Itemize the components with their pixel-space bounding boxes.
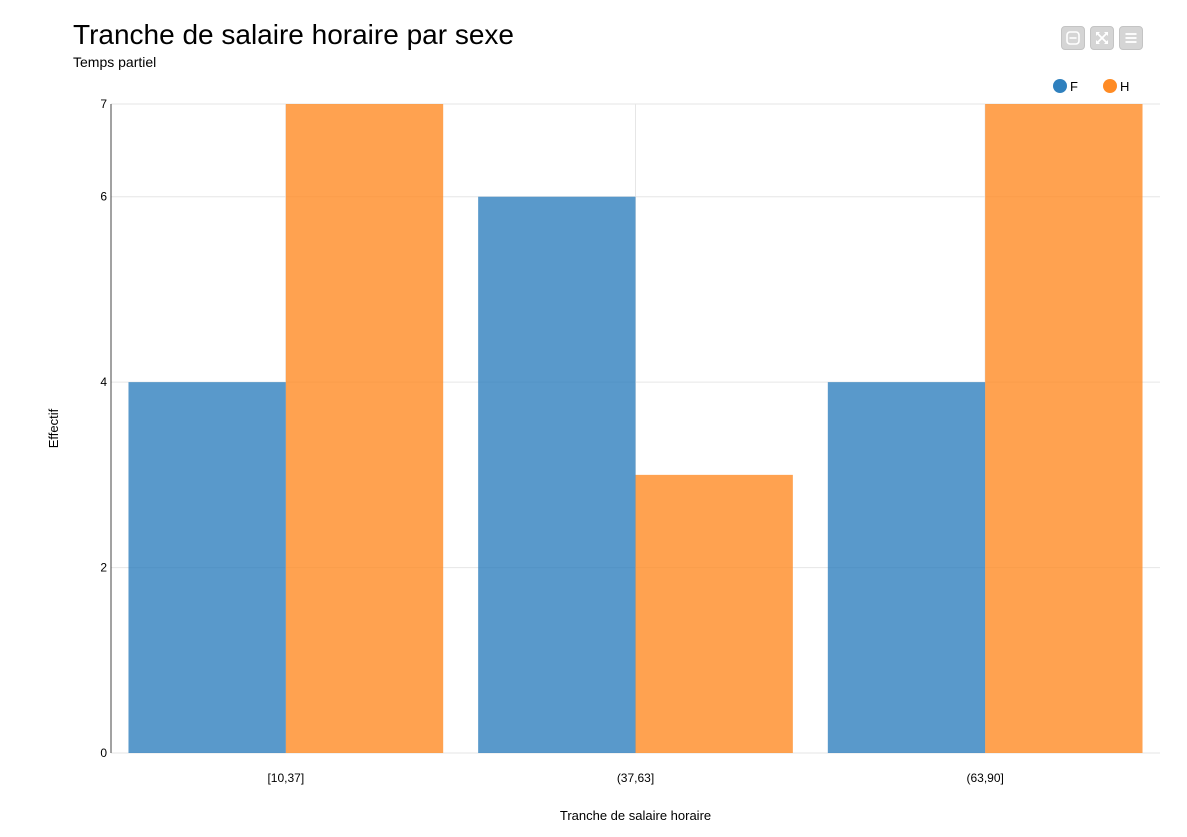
legend-label-f: F: [1070, 79, 1078, 94]
y-tick-label: 7: [100, 97, 107, 111]
y-tick-label: 6: [100, 190, 107, 204]
collapse-icon: [1066, 31, 1080, 45]
bar-f: [128, 382, 286, 753]
chart-title: Tranche de salaire horaire par sexe: [73, 19, 514, 50]
menu-icon: [1125, 33, 1137, 43]
x-tick-label: [10,37]: [267, 771, 304, 785]
bar-h: [285, 104, 444, 753]
bar-h: [635, 474, 793, 753]
chart-subtitle: Temps partiel: [73, 54, 157, 70]
fullscreen-button[interactable]: [1090, 26, 1114, 50]
y-axis-title: Effectif: [46, 408, 61, 448]
bar-f: [478, 196, 636, 753]
collapse-button[interactable]: [1061, 26, 1085, 50]
legend-marker-h: [1103, 79, 1117, 93]
y-tick-label: 2: [100, 561, 107, 575]
menu-button[interactable]: [1119, 26, 1143, 50]
y-tick-label: 0: [100, 746, 107, 760]
legend-marker-f: [1053, 79, 1067, 93]
legend-label-h: H: [1120, 79, 1129, 94]
bar-h: [985, 104, 1143, 753]
x-tick-label: (63,90]: [966, 771, 1003, 785]
x-axis-title: Tranche de salaire horaire: [560, 808, 711, 823]
chart-toolbar: [1061, 26, 1143, 50]
x-tick-label: (37,63]: [617, 771, 654, 785]
expand-icon: [1096, 32, 1108, 44]
bar-f: [827, 382, 986, 753]
y-tick-label: 4: [100, 375, 107, 389]
